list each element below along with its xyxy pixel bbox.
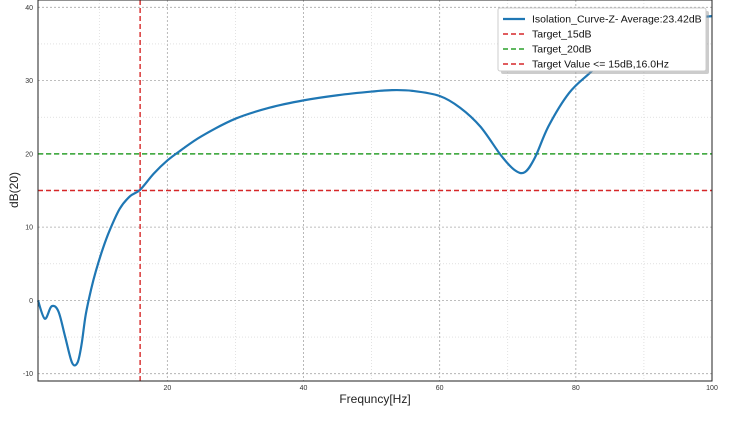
legend: Isolation_Curve-Z- Average:23.42dB Target… [497,7,709,74]
legend-label: Isolation_Curve-Z- Average:23.42dB [532,14,702,26]
x-tick-label: 40 [300,385,308,392]
y-tick-label: 20 [25,151,33,158]
tick-labels: 20 40 60 80 100 -10 0 10 20 30 40 [23,5,718,392]
legend-label: Target_20dB [532,44,592,56]
y-tick-label: 40 [25,5,33,12]
legend-label: Target_15dB [532,29,592,41]
x-tick-label: 100 [706,385,718,392]
x-tick-label: 20 [163,385,171,392]
plot-frame [37,0,713,382]
x-axis-label: Frequncy[Hz] [339,392,410,406]
y-axis-label: dB(20) [7,172,21,208]
series-lines [36,15,713,367]
x-tick-label: 80 [572,385,580,392]
legend-box [497,7,707,72]
y-tick-label: 30 [25,78,33,85]
y-tick-label: -10 [23,371,33,378]
legend-label: Target Value <= 15dB,16.0Hz [532,59,669,71]
y-tick-label: 0 [29,298,33,305]
x-tick-label: 60 [436,385,444,392]
y-tick-label: 10 [25,225,33,232]
reference-lines [38,0,712,381]
series-line-0 [36,15,713,367]
